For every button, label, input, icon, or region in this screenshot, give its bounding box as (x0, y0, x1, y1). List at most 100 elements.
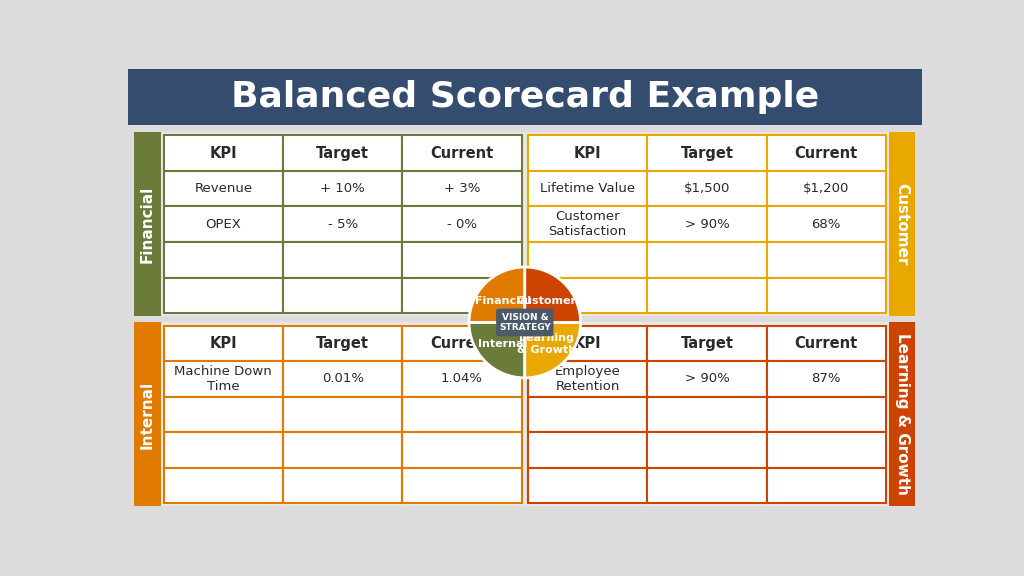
Text: Internal: Internal (140, 380, 155, 449)
Text: Customer
Satisfaction: Customer Satisfaction (549, 210, 627, 238)
Bar (767, 397, 886, 432)
Bar (128, 69, 922, 124)
Text: > 90%: > 90% (685, 218, 729, 231)
Text: - 5%: - 5% (328, 218, 357, 231)
Text: 87%: 87% (812, 373, 841, 385)
Bar (402, 278, 521, 313)
Text: Financial: Financial (140, 185, 155, 263)
Bar (283, 361, 402, 397)
FancyBboxPatch shape (496, 309, 554, 336)
Text: Learning
& Growth: Learning & Growth (517, 333, 577, 355)
Bar (402, 325, 521, 361)
Bar (164, 135, 283, 171)
Bar (528, 278, 647, 313)
Bar (528, 468, 647, 503)
Bar (528, 432, 647, 468)
Bar (283, 397, 402, 432)
Text: Current: Current (430, 146, 494, 161)
Wedge shape (469, 323, 524, 378)
Bar (164, 206, 283, 242)
Bar (647, 432, 767, 468)
Bar (647, 397, 767, 432)
Text: Current: Current (430, 336, 494, 351)
Wedge shape (524, 323, 581, 378)
Text: Learning & Growth: Learning & Growth (895, 334, 909, 495)
Bar (164, 468, 283, 503)
Bar (647, 206, 767, 242)
Text: Revenue: Revenue (195, 182, 252, 195)
Bar (767, 135, 886, 171)
Bar (889, 132, 915, 316)
Text: Lifetime Value: Lifetime Value (540, 182, 635, 195)
Bar (528, 397, 647, 432)
Bar (767, 432, 886, 468)
Text: Machine Down
Time: Machine Down Time (174, 365, 272, 393)
Bar (524, 132, 915, 316)
Bar (164, 171, 283, 206)
Text: KPI: KPI (573, 146, 601, 161)
Text: 0.01%: 0.01% (322, 373, 364, 385)
Bar (283, 242, 402, 278)
Bar (767, 468, 886, 503)
Bar (528, 361, 647, 397)
Text: KPI: KPI (573, 336, 601, 351)
Bar (164, 361, 283, 397)
Bar (528, 135, 647, 171)
Text: - 0%: - 0% (447, 218, 477, 231)
Bar (647, 242, 767, 278)
Text: $1,500: $1,500 (684, 182, 730, 195)
Text: 1.04%: 1.04% (441, 373, 483, 385)
Bar (767, 206, 886, 242)
Bar (402, 242, 521, 278)
Bar (164, 325, 283, 361)
Bar (164, 278, 283, 313)
Text: $1,200: $1,200 (803, 182, 850, 195)
Bar (528, 171, 647, 206)
Bar (889, 323, 915, 506)
Bar (283, 325, 402, 361)
Bar (134, 323, 524, 506)
Bar (528, 242, 647, 278)
Text: > 90%: > 90% (685, 373, 729, 385)
Text: 68%: 68% (812, 218, 841, 231)
Bar (402, 135, 521, 171)
Text: Target: Target (680, 146, 733, 161)
Bar (283, 206, 402, 242)
Bar (283, 135, 402, 171)
Text: Customer: Customer (895, 183, 909, 266)
Bar (164, 397, 283, 432)
Bar (647, 361, 767, 397)
Bar (528, 325, 647, 361)
Bar (767, 278, 886, 313)
Bar (767, 325, 886, 361)
Text: Target: Target (316, 146, 370, 161)
Bar (402, 432, 521, 468)
Text: VISION &
STRATEGY: VISION & STRATEGY (499, 313, 551, 332)
Bar (283, 278, 402, 313)
Bar (647, 468, 767, 503)
Bar (283, 171, 402, 206)
Text: KPI: KPI (210, 336, 238, 351)
Text: Target: Target (680, 336, 733, 351)
Bar (647, 325, 767, 361)
Bar (283, 432, 402, 468)
Text: KPI: KPI (210, 146, 238, 161)
Text: Target: Target (316, 336, 370, 351)
Text: Financial: Financial (475, 296, 531, 306)
Text: Current: Current (795, 146, 858, 161)
Bar (402, 397, 521, 432)
Text: + 3%: + 3% (443, 182, 480, 195)
Bar (134, 132, 161, 316)
Bar (767, 361, 886, 397)
Text: Balanced Scorecard Example: Balanced Scorecard Example (230, 80, 819, 114)
Wedge shape (469, 267, 524, 323)
Bar (402, 206, 521, 242)
Bar (134, 132, 524, 316)
Bar (402, 361, 521, 397)
Text: Employee
Retention: Employee Retention (555, 365, 621, 393)
Bar (524, 323, 915, 506)
Bar (283, 468, 402, 503)
Bar (647, 278, 767, 313)
Bar (134, 323, 161, 506)
Bar (164, 242, 283, 278)
